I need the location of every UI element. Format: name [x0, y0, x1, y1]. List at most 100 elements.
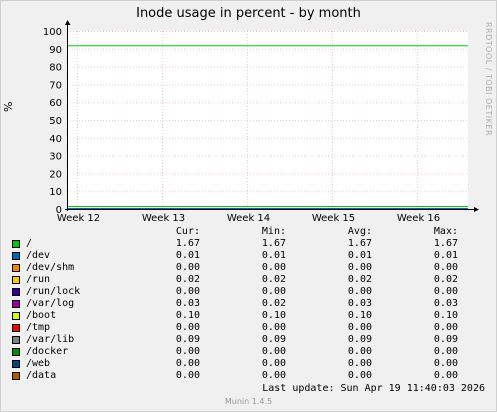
legend-cur-value: 0.00	[175, 262, 200, 273]
legend-swatch	[12, 264, 20, 272]
legend-swatch	[12, 360, 20, 368]
legend-max-value: 0.03	[433, 298, 458, 309]
legend-max-value: 0.00	[433, 262, 458, 273]
x-axis-arrow	[474, 207, 479, 212]
legend-series-name: /boot	[26, 310, 57, 321]
legend-swatch	[12, 252, 20, 260]
x-tick-label: Week 15	[312, 213, 355, 224]
legend-series-name: /docker	[26, 346, 69, 357]
legend-min-value: 0.09	[261, 334, 286, 345]
y-tick-label: 10	[49, 187, 62, 198]
legend-avg-value: 0.00	[347, 358, 372, 369]
plot-area: 0 10 20 30 40 50 60 70 80 90 100 Week 12 Week 13 Week…	[43, 20, 479, 224]
legend-row: / 1.67 1.67 1.67 1.67	[12, 238, 458, 250]
legend-series-name: /var/log	[26, 298, 75, 309]
legend-max-value: 0.00	[433, 322, 458, 333]
y-tick-label: 50	[49, 116, 62, 127]
legend-max-value: 0.00	[433, 286, 458, 297]
legend-swatch	[12, 276, 20, 284]
legend-min-value: 0.10	[261, 310, 286, 321]
legend-avg-value: 0.00	[347, 262, 372, 273]
legend-row: /dev 0.01 0.01 0.01 0.01	[12, 250, 458, 262]
legend-cur-value: 0.01	[175, 250, 200, 261]
legend-row: /var/log 0.03 0.02 0.03 0.03	[12, 298, 458, 310]
x-tick-label: Week 13	[142, 213, 185, 224]
legend-series-name: /var/lib	[26, 334, 75, 345]
legend-series-name: /	[26, 238, 33, 249]
y-tick-label: 70	[49, 80, 62, 91]
legend-cur-value: 0.03	[175, 298, 200, 309]
legend-cur-value: 0.02	[175, 274, 200, 285]
legend-row: /docker 0.00 0.00 0.00 0.00	[12, 346, 458, 358]
legend-min-value: 1.67	[261, 238, 286, 249]
legend-row: /boot 0.10 0.10 0.10 0.10	[12, 310, 458, 322]
y-tick-label: 20	[49, 169, 62, 180]
y-tick-label: 80	[49, 63, 62, 74]
legend-max-value: 0.00	[433, 370, 458, 381]
y-tick-label: 100	[43, 27, 62, 38]
legend-swatch	[12, 348, 20, 356]
legend-row: /run 0.02 0.02 0.02 0.02	[12, 274, 458, 286]
legend-min-value: 0.02	[261, 298, 286, 309]
legend-swatch	[12, 240, 20, 248]
legend-series-name: /dev	[26, 250, 51, 261]
legend-series-name: /run	[26, 274, 51, 285]
legend-min-value: 0.00	[261, 370, 286, 381]
legend-cur-value: 0.00	[175, 346, 200, 357]
legend-series-name: /dev/shm	[26, 262, 75, 273]
legend-swatch	[12, 372, 20, 380]
legend-cur-value: 0.10	[175, 310, 200, 321]
legend-avg-value: 0.10	[347, 310, 372, 321]
legend-swatch	[12, 336, 20, 344]
legend-cur-value: 0.00	[175, 370, 200, 381]
legend-cur-value: 0.00	[175, 322, 200, 333]
legend-swatch	[12, 324, 20, 332]
legend-max-value: 0.02	[433, 274, 458, 285]
legend-max-value: 1.67	[433, 238, 458, 249]
legend-avg-value: 0.03	[347, 298, 372, 309]
legend-max-value: 0.00	[433, 346, 458, 357]
legend-min-value: 0.00	[261, 358, 286, 369]
legend-header-min: Min:	[261, 226, 286, 237]
legend-series-name: /tmp	[26, 322, 51, 333]
rrdtool-watermark: RRDTOOL / TOBI OETIKER	[484, 22, 493, 137]
legend-max-value: 0.01	[433, 250, 458, 261]
y-tick-label: 40	[49, 134, 62, 145]
legend-row: /run/lock 0.00 0.00 0.00 0.00	[12, 286, 458, 298]
legend-header-max: Max:	[433, 226, 458, 237]
legend-series-name: /data	[26, 370, 57, 381]
legend-header-cur: Cur:	[175, 226, 200, 237]
munin-version: Munin 1.4.5	[224, 397, 273, 406]
legend-row: /data 0.00 0.00 0.00 0.00	[12, 370, 458, 382]
legend-header-avg: Avg:	[347, 226, 372, 237]
legend: Cur: Min: Avg: Max: / 1.67 1.67 1.67 1.67/de…	[12, 226, 458, 382]
legend-min-value: 0.00	[261, 346, 286, 357]
legend-cur-value: 0.00	[175, 358, 200, 369]
legend-swatch	[12, 312, 20, 320]
legend-avg-value: 1.67	[347, 238, 372, 249]
x-tick-label: Week 12	[57, 213, 100, 224]
y-tick-label: 30	[49, 152, 62, 163]
y-tick-label: 90	[49, 45, 62, 56]
legend-series-name: /run/lock	[26, 286, 81, 297]
legend-cur-value: 0.09	[175, 334, 200, 345]
legend-avg-value: 0.00	[347, 346, 372, 357]
legend-max-value: 0.10	[433, 310, 458, 321]
x-tick-label: Week 16	[397, 213, 440, 224]
last-update: Last update: Sun Apr 19 11:40:03 2026	[262, 383, 485, 394]
legend-row: /var/lib 0.09 0.09 0.09 0.09	[12, 334, 458, 346]
legend-cur-value: 1.67	[175, 238, 200, 249]
legend-avg-value: 0.00	[347, 286, 372, 297]
legend-min-value: 0.00	[261, 322, 286, 333]
legend-header: Cur: Min: Avg: Max:	[12, 226, 458, 238]
legend-min-value: 0.00	[261, 262, 286, 273]
legend-cur-value: 0.00	[175, 286, 200, 297]
legend-swatch	[12, 288, 20, 296]
legend-min-value: 0.00	[261, 286, 286, 297]
chart-title: Inode usage in percent - by month	[136, 6, 361, 21]
legend-avg-value: 0.09	[347, 334, 372, 345]
legend-series-name: /web	[26, 358, 51, 369]
legend-max-value: 0.00	[433, 358, 458, 369]
legend-min-value: 0.01	[261, 250, 286, 261]
y-axis-arrow	[65, 20, 71, 25]
